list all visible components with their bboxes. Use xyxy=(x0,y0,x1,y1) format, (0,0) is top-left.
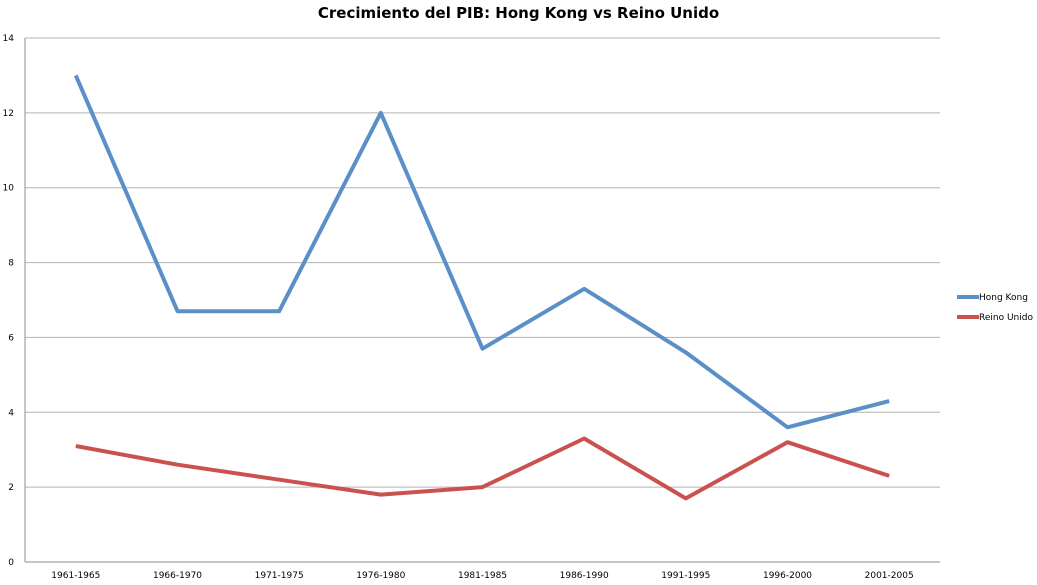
axes xyxy=(24,38,940,563)
x-tick-label: 1971-1975 xyxy=(255,571,304,581)
x-tick-label: 1976-1980 xyxy=(356,571,405,581)
y-tick-label: 12 xyxy=(3,109,14,119)
y-tick-label: 14 xyxy=(3,34,15,44)
legend-label: Hong Kong xyxy=(979,293,1028,303)
y-tick-label: 0 xyxy=(8,558,14,568)
x-tick-labels: 1961-1965 1966-1970 1971-1975 1976-1980 1981… xyxy=(51,571,913,581)
x-tick-label: 1981-1985 xyxy=(458,571,507,581)
y-tick-label: 10 xyxy=(3,184,15,194)
series-line-hong-kong xyxy=(73,74,890,430)
series-lines xyxy=(73,74,890,501)
y-tick-label: 2 xyxy=(8,483,14,493)
y-tick-label: 6 xyxy=(8,333,14,343)
x-tick-label: 2001-2005 xyxy=(865,571,914,581)
series-line-reino-unido xyxy=(75,436,890,501)
x-tick-label: 1986-1990 xyxy=(560,571,609,581)
legend-label: Reino Unido xyxy=(979,313,1033,323)
y-tick-label: 8 xyxy=(8,259,14,269)
x-tick-label: 1966-1970 xyxy=(153,571,202,581)
y-tick-labels: 0 2 4 6 8 10 12 14 xyxy=(3,34,15,568)
x-tick-label: 1961-1965 xyxy=(51,571,100,581)
x-tick-label: 1996-2000 xyxy=(763,571,812,581)
chart-title: Crecimiento del PIB: Hong Kong vs Reino … xyxy=(317,4,720,22)
y-tick-label: 4 xyxy=(8,408,14,418)
gridlines xyxy=(25,37,940,488)
legend: Hong Kong Reino Unido xyxy=(957,293,1033,323)
x-tick-label: 1991-1995 xyxy=(661,571,710,581)
